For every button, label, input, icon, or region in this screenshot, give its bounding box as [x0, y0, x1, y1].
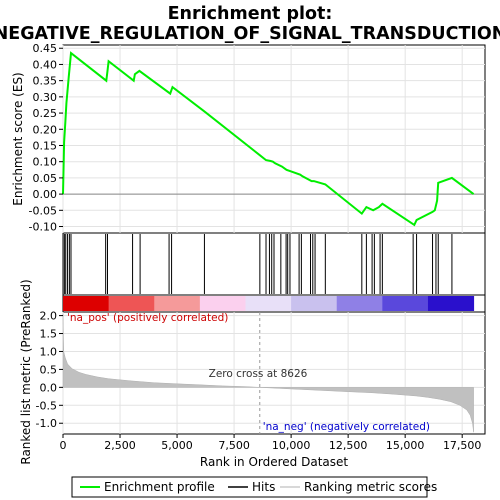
x-tick-label: 15,000 — [386, 439, 425, 452]
ranking-metric-area — [62, 313, 474, 433]
es-y-tick-label: 0.05 — [33, 172, 58, 185]
x-tick-label: 2,500 — [104, 439, 136, 452]
gradient-segment — [245, 296, 292, 311]
legend-label-ranking-metric: Ranking metric scores — [304, 480, 437, 494]
x-tick-label: 12,500 — [329, 439, 368, 452]
es-y-tick-label: -0.10 — [29, 221, 57, 234]
metric-y-tick-label: -1.0 — [36, 417, 57, 430]
x-axis-label: Rank in Ordered Dataset — [200, 455, 348, 469]
pos-correlated-label: 'na_pos' (positively correlated) — [67, 312, 228, 324]
es-y-tick-label: 0.10 — [33, 156, 58, 169]
metric-y-tick-label: 1.5 — [40, 328, 58, 341]
es-y-tick-label: -0.05 — [29, 204, 57, 217]
gradient-segment — [63, 296, 110, 311]
gradient-segment — [382, 296, 429, 311]
enrichment-profile-line — [62, 51, 475, 227]
metric-y-axis: -1.0 -0.5 0.0 0.5 1.0 1.5 2.0 — [36, 310, 63, 430]
ranking-color-bar — [63, 296, 475, 311]
legend-label-enrichment-profile: Enrichment profile — [104, 480, 215, 494]
gradient-segment — [291, 296, 338, 311]
metric-y-tick-label: 0.5 — [40, 363, 58, 376]
gradient-segment — [108, 296, 155, 311]
chart-title-line1: Enrichment plot: — [168, 4, 333, 24]
x-tick-label: 17,500 — [443, 439, 482, 452]
es-panel — [62, 44, 486, 234]
ranking-metric-fill — [62, 313, 474, 433]
x-tick-label: 7,500 — [218, 439, 250, 452]
gradient-segment — [336, 296, 383, 311]
es-y-tick-label: 0.40 — [33, 58, 58, 71]
gradient-segment — [427, 296, 475, 311]
zero-cross-label: Zero cross at 8626 — [209, 368, 308, 380]
es-y-tick-label: 0.25 — [33, 107, 58, 120]
es-y-tick-label: 0.20 — [33, 123, 58, 136]
enrichment-profile — [62, 51, 475, 227]
es-y-tick-label: 0.45 — [33, 42, 58, 55]
chart-title-line2: NEGATIVE_REGULATION_OF_SIGNAL_TRANSDUCTI… — [0, 24, 500, 44]
es-y-tick-label: 0.00 — [33, 188, 58, 201]
metric-y-tick-label: 2.0 — [40, 310, 58, 323]
legend-label-hits: Hits — [252, 480, 275, 494]
x-tick-label: 0 — [60, 439, 67, 452]
es-y-axis: -0.10 -0.05 0.00 0.05 0.10 0.15 0.20 0.25 0.30 0.… — [29, 42, 63, 234]
es-y-tick-label: 0.35 — [33, 75, 58, 88]
metric-y-tick-label: 0.0 — [40, 381, 58, 394]
x-axis: 0 2,500 5,000 7,500 10,000 12,500 15,000 17,500 — [60, 434, 482, 452]
gradient-segment — [199, 296, 246, 311]
legend-box — [71, 476, 428, 498]
es-y-tick-label: 0.30 — [33, 91, 58, 104]
metric-gridlines — [62, 312, 485, 434]
es-y-axis-label: Enrichment score (ES) — [11, 72, 25, 205]
es-y-tick-label: 0.15 — [33, 139, 58, 152]
metric-y-tick-label: -0.5 — [36, 399, 57, 412]
metric-y-tick-label: 1.0 — [40, 345, 58, 358]
metric-y-axis-label: Ranked list metric (PreRanked) — [19, 279, 33, 464]
metric-panel — [62, 311, 486, 435]
x-tick-label: 10,000 — [272, 439, 311, 452]
gradient-segment — [154, 296, 201, 311]
hit-marks — [63, 234, 453, 294]
x-tick-label: 5,000 — [161, 439, 193, 452]
neg-correlated-label: 'na_neg' (negatively correlated) — [263, 421, 430, 433]
